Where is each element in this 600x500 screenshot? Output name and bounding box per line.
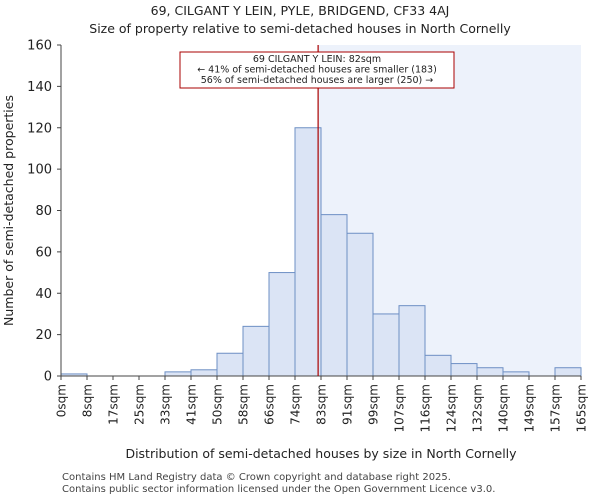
annotation-line-3: 56% of semi-detached houses are larger (… <box>201 75 434 86</box>
x-tick-label: 74sqm <box>289 384 303 425</box>
bar-66sqm <box>268 272 296 377</box>
annotation-box <box>179 51 455 89</box>
bar-124sqm <box>450 363 478 377</box>
x-tick-label: 8sqm <box>81 384 95 417</box>
annotation-line-1: 69 CILGANT Y LEIN: 82sqm <box>253 54 381 65</box>
bar-91sqm <box>346 232 374 377</box>
x-tick-label: 157sqm <box>549 384 563 432</box>
footer-licence: Contains public sector information licen… <box>62 484 496 495</box>
x-tick-label: 25sqm <box>133 384 147 425</box>
bar-99sqm <box>372 313 400 377</box>
x-axis-label: Distribution of semi-detached houses by … <box>125 446 517 461</box>
y-tick-label: 60 <box>35 245 52 260</box>
y-tick-label: 140 <box>27 80 52 95</box>
x-tick-label: 116sqm <box>419 384 433 432</box>
x-tick-label: 83sqm <box>315 384 329 425</box>
x-tick-label: 17sqm <box>107 384 121 425</box>
chart-title: 69, CILGANT Y LEIN, PYLE, BRIDGEND, CF33… <box>150 3 450 18</box>
y-tick-label: 100 <box>27 163 52 178</box>
x-tick-label: 66sqm <box>263 384 277 425</box>
bar-132sqm <box>476 367 504 377</box>
x-tick-label: 149sqm <box>523 384 537 432</box>
bar-50sqm <box>216 352 244 377</box>
y-tick-label: 160 <box>27 39 52 54</box>
x-tick-label: 0sqm <box>55 384 69 417</box>
bar-58sqm <box>242 325 270 377</box>
y-tick-label: 80 <box>35 204 52 219</box>
bar-157sqm <box>554 367 582 377</box>
x-tick-label: 124sqm <box>445 384 459 432</box>
x-tick-label: 58sqm <box>237 384 251 425</box>
bar-140sqm <box>502 371 530 377</box>
x-tick-label: 33sqm <box>159 384 173 425</box>
bar-33sqm <box>164 371 192 377</box>
y-tick-label: 40 <box>35 287 52 302</box>
y-tick-label: 0 <box>44 370 52 385</box>
footer-copyright: Contains HM Land Registry data © Crown c… <box>62 472 451 483</box>
x-tick-label: 132sqm <box>471 384 485 432</box>
annotation-line-2: ← 41% of semi-detached houses are smalle… <box>197 65 437 76</box>
x-tick-label: 107sqm <box>393 384 407 432</box>
x-tick-label: 41sqm <box>185 384 199 425</box>
chart-subtitle: Size of property relative to semi-detach… <box>89 21 511 36</box>
bar-107sqm <box>398 305 426 377</box>
x-tick-label: 50sqm <box>211 384 225 425</box>
y-tick-label: 120 <box>27 121 52 136</box>
x-tick-label: 91sqm <box>341 384 355 425</box>
bar-83sqm <box>320 214 348 377</box>
y-tick-label: 20 <box>35 328 52 343</box>
bar-74sqm <box>294 127 322 377</box>
y-axis-label: Number of semi-detached properties <box>1 95 16 326</box>
x-tick-label: 99sqm <box>367 384 381 425</box>
x-tick-label: 165sqm <box>575 384 589 432</box>
bar-116sqm <box>424 354 452 377</box>
bar-41sqm <box>190 369 218 377</box>
x-tick-label: 140sqm <box>497 384 511 432</box>
